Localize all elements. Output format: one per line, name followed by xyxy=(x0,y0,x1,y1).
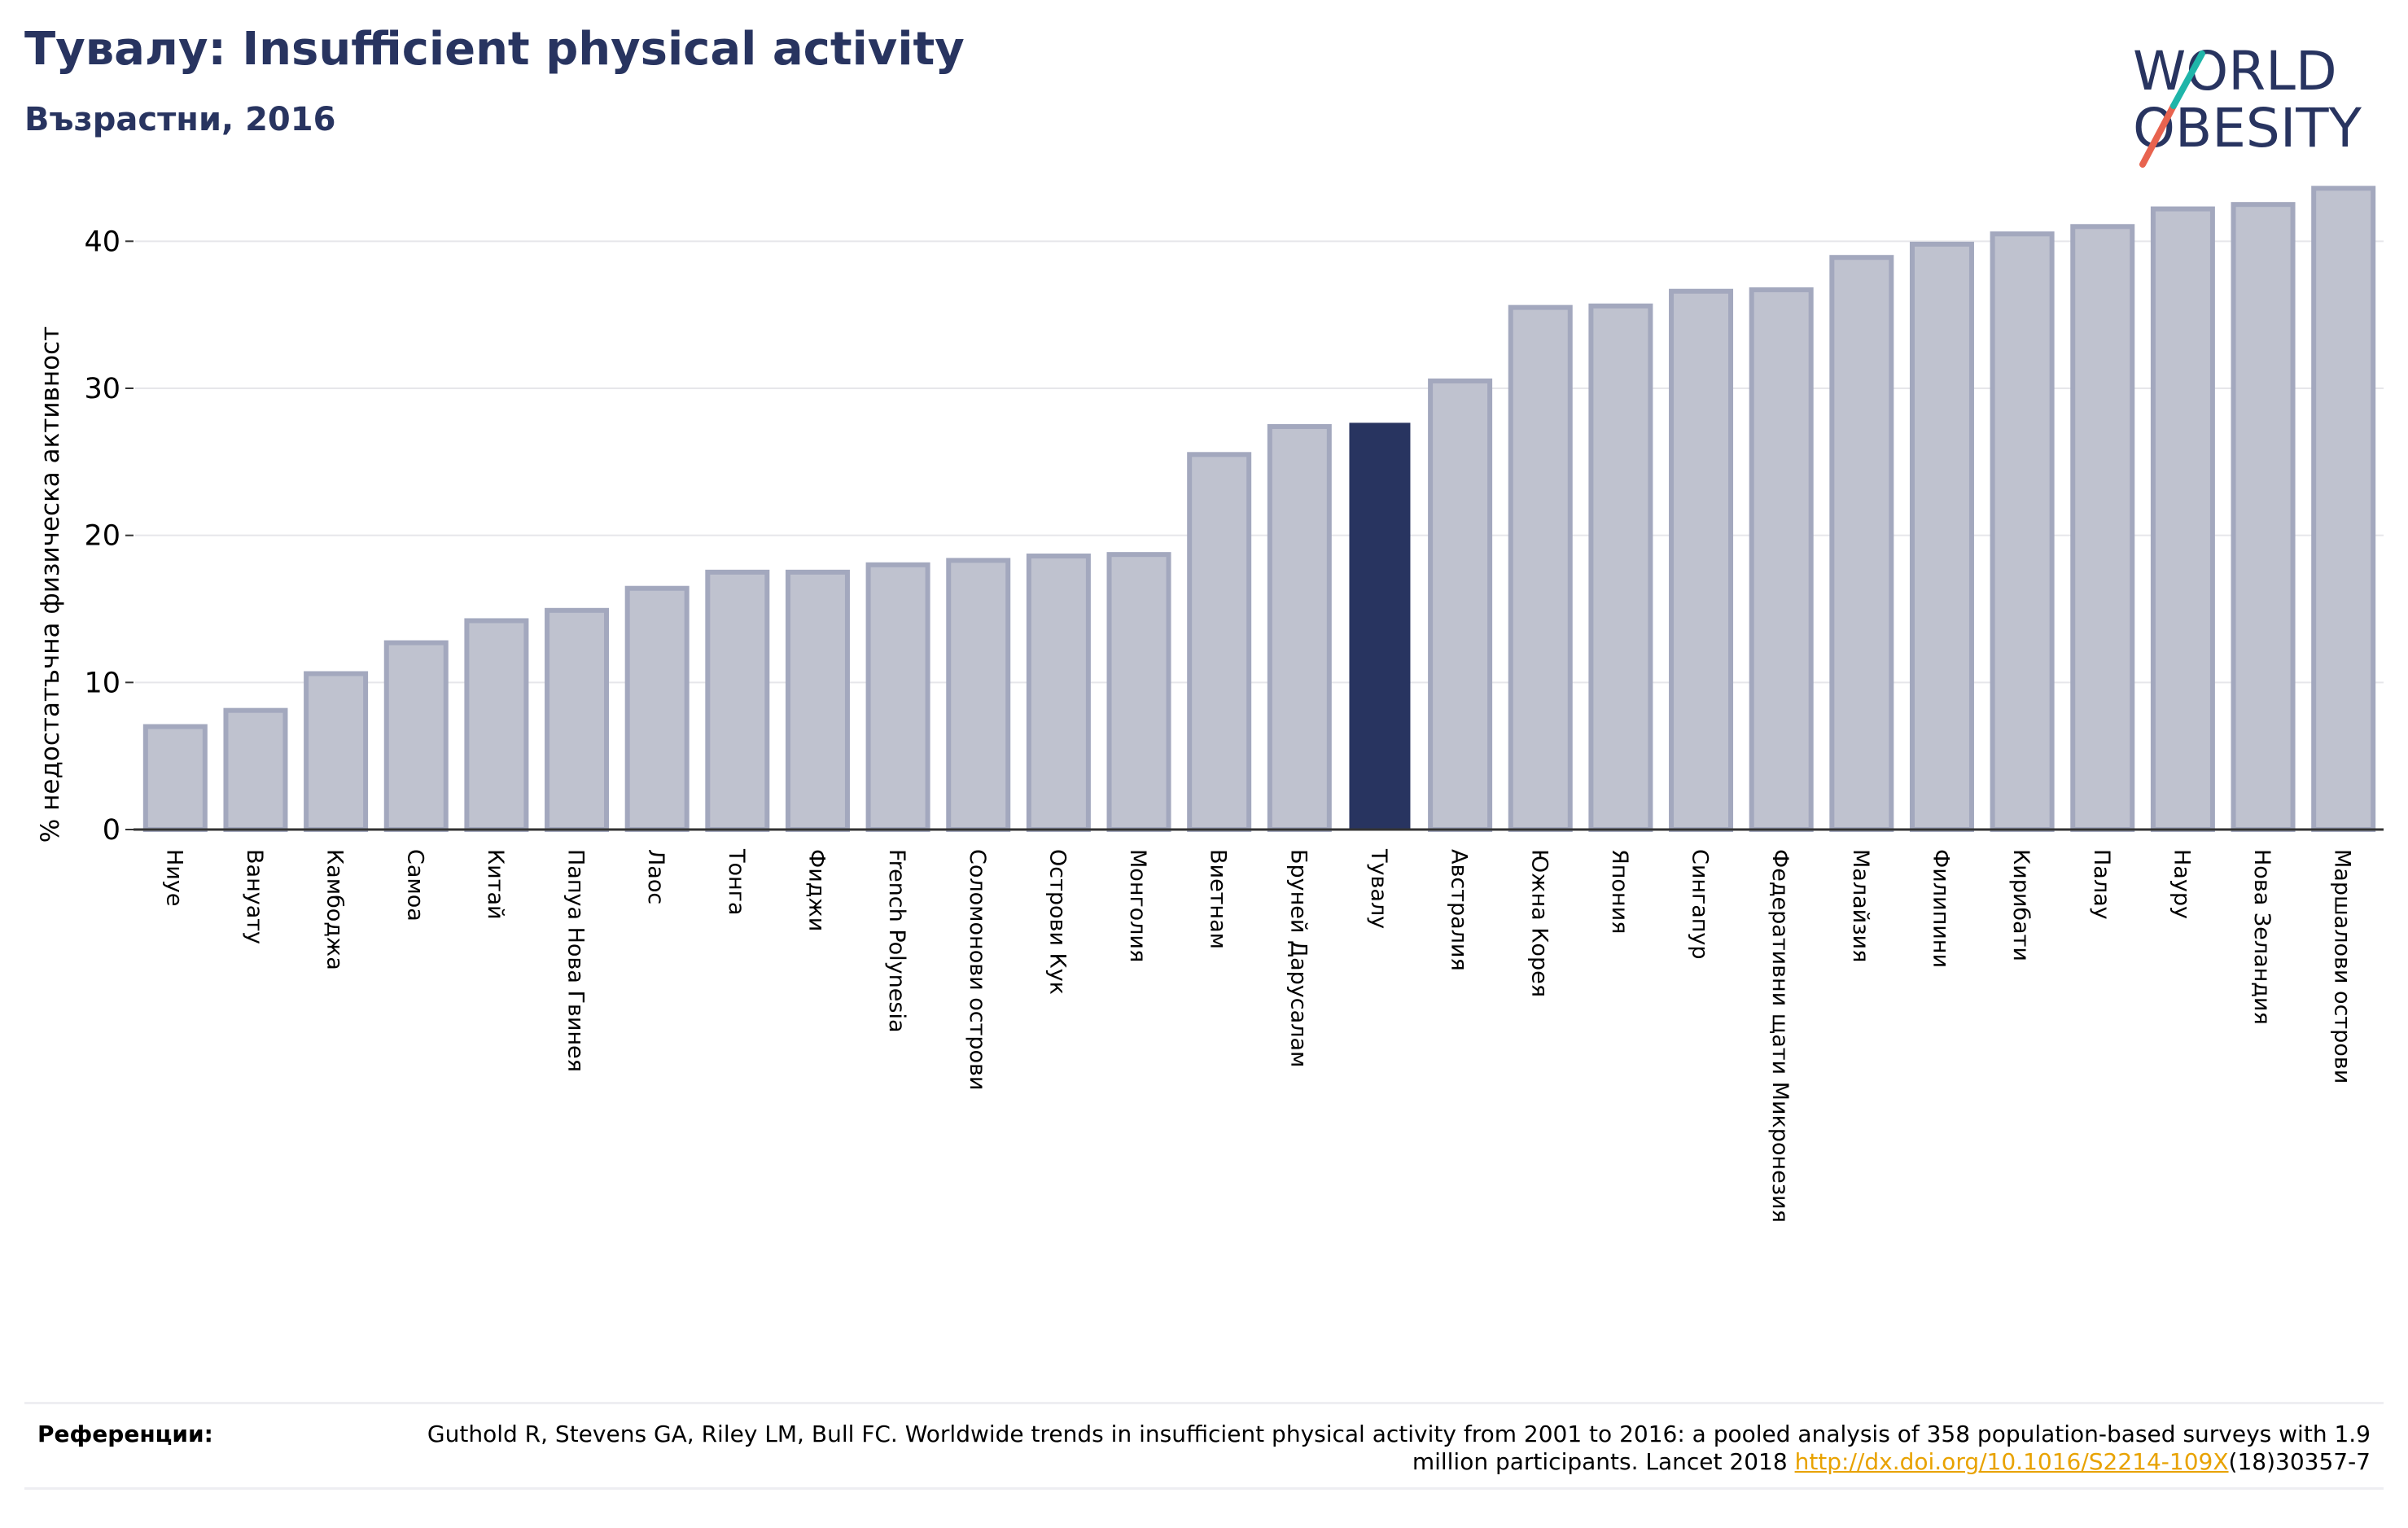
x-tick-label: Тувалу xyxy=(1366,848,1391,929)
x-tick-label: Филипини xyxy=(1928,849,1953,968)
bar-22 xyxy=(1829,255,1894,832)
reference-doi-suffix: (18)30357-7 xyxy=(2228,1448,2371,1475)
x-tick-label: Острови Кук xyxy=(1044,849,1070,995)
x-tick-label: Малайзия xyxy=(1848,849,1873,962)
references-text: Guthold R, Stevens GA, Riley LM, Bull FC… xyxy=(417,1421,2371,1476)
bar-24 xyxy=(1990,231,2055,832)
bar-4 xyxy=(383,640,449,833)
x-tick-label: Япония xyxy=(1607,849,1632,934)
x-tick-label: Маршалови острови xyxy=(2330,849,2355,1084)
y-tick-label: 10 xyxy=(84,667,120,699)
x-tick-label: Виетнам xyxy=(1206,849,1231,949)
x-tick-label: Фиджи xyxy=(803,849,829,931)
bar-10 xyxy=(865,562,930,832)
x-tick-label: Кирибати xyxy=(2008,849,2034,961)
bar-25 xyxy=(2070,224,2135,832)
x-tick-label: French Polynesia xyxy=(884,849,909,1033)
bar-23 xyxy=(1909,241,1974,832)
x-tick-label: Тонга xyxy=(724,848,749,915)
y-tick-label: 20 xyxy=(84,520,120,553)
bar-17 xyxy=(1428,378,1493,832)
references-footer: Референции: Guthold R, Stevens GA, Riley… xyxy=(24,1402,2384,1490)
x-tick-label: Палау xyxy=(2089,849,2114,920)
logo-slash-teal xyxy=(2170,50,2205,109)
bar-1 xyxy=(142,724,208,832)
x-tick-label: Папуа Нова Гвинея xyxy=(563,849,589,1072)
bar-chart: 0 10 20 30 40 Ниуе Вануату Камбоджа Самоа Китай П… xyxy=(36,186,2384,1223)
bar-2 xyxy=(223,707,288,832)
references-label: Референции: xyxy=(37,1421,213,1447)
bar-6 xyxy=(545,607,610,832)
bar-7 xyxy=(624,585,690,832)
bar-18 xyxy=(1508,304,1573,832)
bar-28 xyxy=(2311,186,2376,832)
bar-13 xyxy=(1106,552,1171,832)
x-tick-label: Самоа xyxy=(402,849,427,922)
bar-19 xyxy=(1588,303,1653,832)
bar-15 xyxy=(1267,423,1332,832)
bar-5 xyxy=(464,618,529,832)
bar-12 xyxy=(1026,553,1091,833)
bar-27 xyxy=(2231,202,2296,832)
x-tick-label: Нова Зеландия xyxy=(2249,849,2274,1025)
bar-26 xyxy=(2150,206,2215,832)
chart-title: Тувалу: Insufficient physical activity xyxy=(24,23,965,76)
x-tick-label: Китай xyxy=(483,849,508,920)
x-tick-label: Монголия xyxy=(1125,849,1150,962)
reference-citation: Guthold R, Stevens GA, Riley LM, Bull FC… xyxy=(427,1421,2371,1475)
x-tick-label: Бруней Дарусалам xyxy=(1285,849,1311,1067)
x-tick-label: Южна Корея xyxy=(1526,849,1552,997)
chart-subtitle: Възрастни, 2016 xyxy=(24,101,336,138)
bars xyxy=(142,186,2376,833)
x-tick-label: Вануату xyxy=(242,849,267,944)
y-axis-label: % недостатъчна физическа активност xyxy=(36,326,65,843)
bar-20 xyxy=(1669,288,1734,832)
world-obesity-logo: WORLD OBESITY xyxy=(2133,40,2362,168)
bar-16 xyxy=(1349,422,1411,830)
x-tick-labels: Ниуе Вануату Камбоджа Самоа Китай Папуа Нова … xyxy=(161,848,2354,1223)
x-tick-label: Федеративни щати Микронезия xyxy=(1767,849,1793,1223)
x-tick-label: Лаос xyxy=(643,849,668,904)
x-tick-label: Науру xyxy=(2169,849,2194,919)
logo-slash-red xyxy=(2139,103,2177,168)
bar-21 xyxy=(1749,287,1814,833)
bar-11 xyxy=(946,558,1011,832)
bar-8 xyxy=(705,569,770,832)
x-tick-label: Соломонови острови xyxy=(965,849,990,1090)
y-tick-label: 0 xyxy=(103,814,120,847)
y-tick-label: 40 xyxy=(84,225,120,258)
x-tick-label: Сингапур xyxy=(1688,849,1713,960)
logo-line1: WORLD xyxy=(2133,40,2337,103)
x-tick-label: Австралия xyxy=(1447,849,1472,971)
y-tick-label: 30 xyxy=(84,373,120,405)
bar-14 xyxy=(1187,452,1252,832)
x-tick-label: Камбоджа xyxy=(322,849,348,970)
x-tick-label: Ниуе xyxy=(161,849,186,906)
bar-3 xyxy=(304,671,369,833)
reference-doi-link[interactable]: http://dx.doi.org/10.1016/S2214-109X xyxy=(1794,1448,2229,1475)
y-tick-labels: 0 10 20 30 40 xyxy=(84,225,134,847)
bar-9 xyxy=(785,569,850,832)
